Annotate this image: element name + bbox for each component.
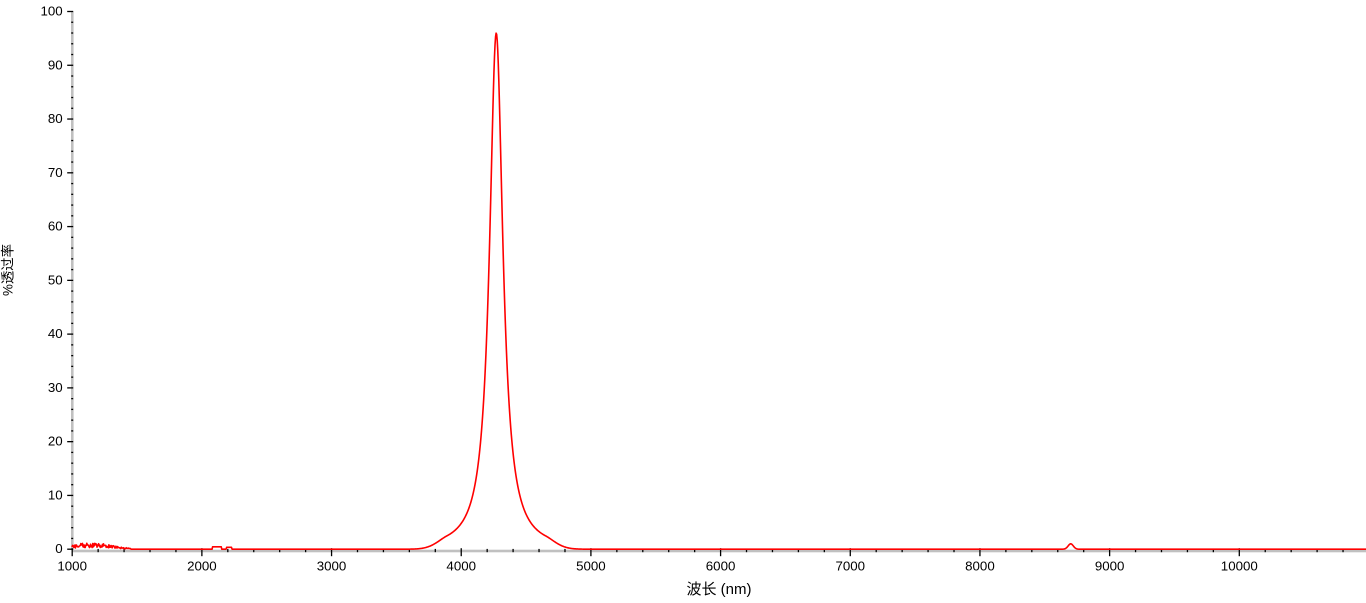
svg-text:1000: 1000 [57, 559, 87, 574]
svg-text:40: 40 [48, 326, 63, 341]
svg-text:5000: 5000 [576, 559, 606, 574]
svg-text:3000: 3000 [317, 559, 347, 574]
svg-text:70: 70 [48, 165, 63, 180]
svg-text:7000: 7000 [835, 559, 865, 574]
svg-text:10000: 10000 [1221, 559, 1258, 574]
svg-text:6000: 6000 [706, 559, 736, 574]
svg-text:10: 10 [48, 487, 63, 502]
svg-text:9000: 9000 [1095, 559, 1125, 574]
svg-text:2000: 2000 [187, 559, 217, 574]
svg-text:4000: 4000 [446, 559, 476, 574]
svg-text:20: 20 [48, 434, 63, 449]
svg-text:60: 60 [48, 219, 63, 234]
svg-text:波长 (nm): 波长 (nm) [687, 581, 752, 598]
svg-text:50: 50 [48, 272, 63, 287]
svg-text:30: 30 [48, 380, 63, 395]
svg-text:8000: 8000 [965, 559, 995, 574]
svg-text:80: 80 [48, 111, 63, 126]
svg-text:%透过率: %透过率 [0, 244, 15, 296]
svg-text:90: 90 [48, 57, 63, 72]
svg-text:100: 100 [41, 4, 63, 19]
svg-text:0: 0 [55, 541, 62, 556]
